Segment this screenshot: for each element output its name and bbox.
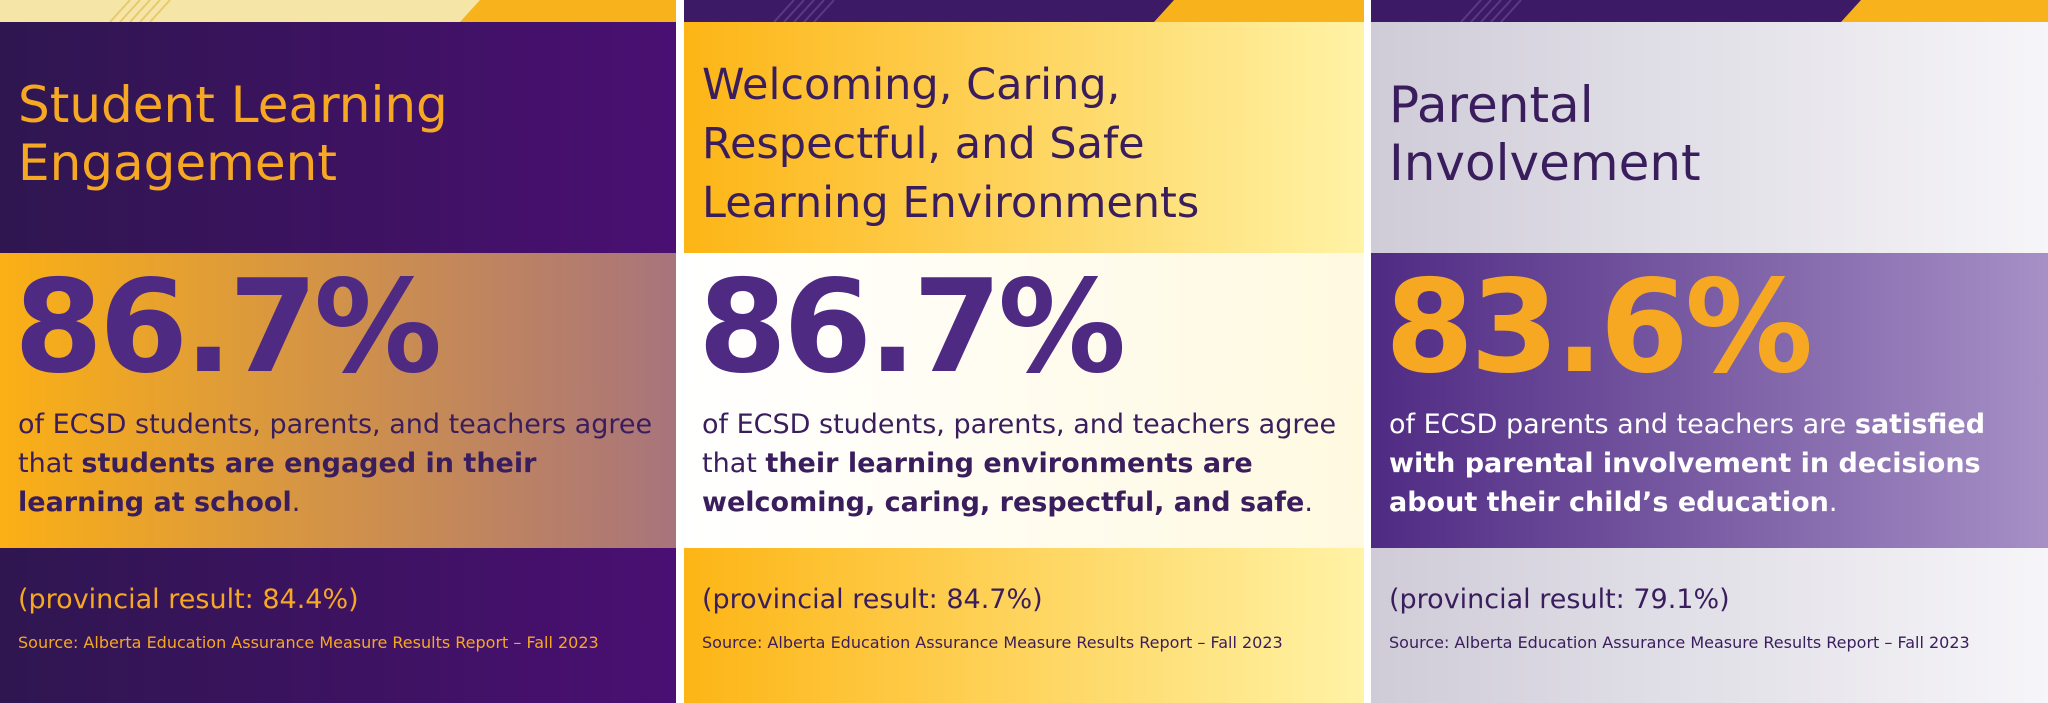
stat: 86.7%: [14, 253, 442, 402]
description: of ECSD students, parents, and teachers …: [702, 405, 1342, 522]
panel: Welcoming, Caring, Respectful, and Safe …: [684, 0, 1364, 703]
source: Source: Alberta Education Assurance Meas…: [1389, 633, 1970, 652]
footer-band: [684, 548, 1364, 703]
provincial-result: (provincial result: 84.4%): [18, 584, 359, 615]
text: .: [291, 487, 301, 518]
text: of ECSD parents and teachers are: [1389, 409, 1855, 440]
panel-title: Student Learning Engagement: [18, 76, 448, 192]
stat: 86.7%: [698, 253, 1126, 402]
footer-band: [1371, 548, 2048, 703]
provincial-result: (provincial result: 84.7%): [702, 584, 1043, 615]
emphasis: their learning environments are welcomin…: [702, 448, 1305, 518]
title-band: [0, 22, 676, 253]
source: Source: Alberta Education Assurance Meas…: [702, 633, 1283, 652]
title-band: [684, 22, 1364, 253]
decor-strip: [684, 0, 1364, 22]
panel-title: Welcoming, Caring, Respectful, and Safe …: [702, 60, 1200, 228]
panel-title: Parental Involvement: [1389, 76, 1701, 192]
stat-band: [0, 253, 676, 548]
text: .: [1828, 487, 1838, 518]
panel: Student Learning Engagement 86.7% of ECS…: [0, 0, 676, 703]
stat-band: [1371, 253, 2048, 548]
panel: Parental Involvement 83.6% of ECSD paren…: [1371, 0, 2048, 703]
decor-strip: [1371, 0, 2048, 22]
emphasis: satisfied with parental involvement in d…: [1389, 409, 1986, 518]
emphasis: students are engaged in their learning a…: [18, 448, 537, 518]
text: of ECSD students, parents, and teachers …: [702, 409, 1337, 479]
decor-strip: [0, 0, 676, 22]
description: of ECSD parents and teachers are satisfi…: [1389, 405, 2029, 522]
source: Source: Alberta Education Assurance Meas…: [18, 633, 599, 652]
stat: 83.6%: [1385, 253, 1813, 402]
text: of ECSD students, parents, and teachers …: [18, 409, 653, 479]
provincial-result: (provincial result: 79.1%): [1389, 584, 1730, 615]
footer-band: [0, 548, 676, 703]
text: .: [1304, 487, 1313, 518]
stat-band: [684, 253, 1364, 548]
description: of ECSD students, parents, and teachers …: [18, 405, 658, 522]
title-band: [1371, 22, 2048, 253]
